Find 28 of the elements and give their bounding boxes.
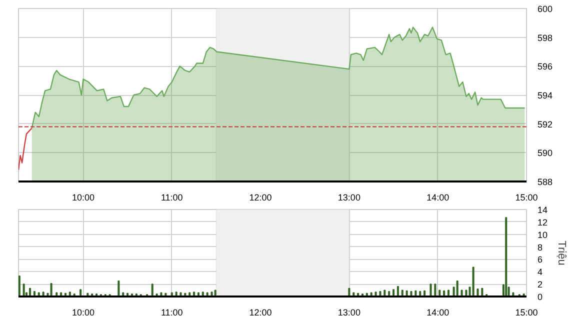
y-tick-label: 4 [538, 267, 543, 278]
y-tick-label: 590 [538, 148, 553, 158]
y-tick-label: 600 [538, 4, 553, 14]
y-tick-label: 592 [538, 119, 553, 130]
y-tick-label: 596 [538, 62, 553, 72]
x-tick-label: 11:00 [160, 308, 183, 318]
x-tick-label: 13:00 [338, 192, 360, 202]
y-tick-label: 6 [538, 254, 543, 265]
y-tick-label: 594 [538, 90, 553, 100]
x-tick-label: 15:00 [515, 308, 538, 318]
x-tick-label: 12:00 [249, 192, 272, 202]
x-tick-label: 10:00 [72, 192, 94, 202]
y-tick-label: 14 [538, 205, 548, 215]
x-tick-label: 13:00 [338, 308, 360, 318]
x-tick-label: 12:00 [249, 308, 272, 318]
y-tick-label: 598 [538, 32, 553, 43]
y-tick-label: 10 [538, 230, 548, 240]
y-tick-label: 0 [538, 292, 543, 302]
x-tick-label: 11:00 [160, 192, 183, 202]
x-tick-label: 14:00 [426, 308, 450, 318]
y-tick-label: 588 [538, 177, 553, 187]
y-tick-label: 8 [538, 242, 543, 252]
x-tick-label: 15:00 [515, 192, 538, 202]
x-tick-label: 14:00 [426, 192, 450, 202]
x-tick-label: 10:00 [72, 308, 94, 318]
y-tick-label: 12 [538, 217, 548, 228]
y-axis-title: Triệu [556, 240, 568, 266]
y-tick-label: 2 [538, 280, 543, 290]
